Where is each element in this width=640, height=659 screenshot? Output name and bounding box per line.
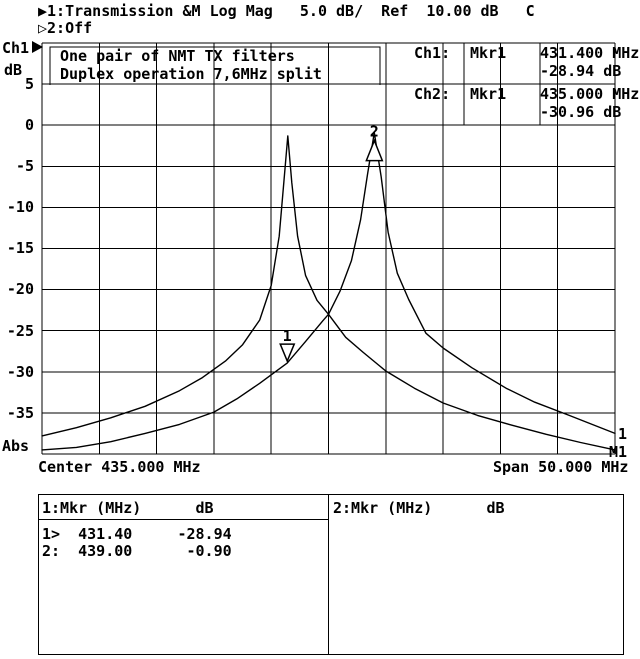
y-tick--5: -5: [15, 157, 34, 175]
readout-ch2-freq: 435.000 MHz: [540, 85, 640, 103]
annotation-line-2: Duplex operation 7,6MHz split: [60, 65, 322, 83]
annotation-box: [49, 46, 381, 85]
marker-table-dividers: [38, 494, 329, 655]
header-trace2-status: ▷2:Off: [38, 19, 93, 37]
header-trace1-status: ▶1:Transmission &M Log Mag 5.0 dB/ Ref 1…: [38, 2, 535, 20]
marker-1-symbol-icon: [279, 343, 296, 364]
marker-table-row-2: 2: 439.00 -0.90: [42, 542, 232, 560]
y-tick--15: -15: [6, 239, 34, 257]
readout-box-dividers: [463, 43, 541, 125]
overlay-boxes: [38, 43, 624, 655]
readout-ch1-channel: Ch1:: [414, 44, 451, 62]
readout-ch2-marker: Mkr1: [470, 85, 507, 103]
readout-ch1-freq: 431.400 MHz: [540, 44, 640, 62]
x-axis-center: Center 435.000 MHz: [38, 458, 201, 476]
y-tick--25: -25: [6, 322, 34, 340]
trace-markers: 12: [279, 123, 384, 364]
marker-2-symbol-icon: [365, 138, 384, 162]
x-axis-span: Span 50.000 MHz: [493, 458, 629, 476]
y-tick--10: -10: [6, 198, 34, 216]
y-axis-bottom-label: Abs: [2, 437, 30, 455]
annotation-line-1: One pair of NMT TX filters: [60, 47, 295, 65]
memory1-end-label: M1: [609, 443, 628, 461]
marker-table-row-1: 1> 431.40 -28.94: [42, 525, 232, 543]
y-tick--30: -30: [6, 363, 34, 381]
y-tick-0: 0: [24, 116, 34, 134]
marker-table-left-header: 1:Mkr (MHz) dB: [42, 499, 214, 517]
readout-ch1-marker: Mkr1: [470, 44, 507, 62]
y-axis-unit: dB: [4, 61, 23, 79]
trace-1: [41, 131, 616, 451]
marker-1-label: 1: [283, 327, 292, 345]
plot-grid: [41, 42, 616, 455]
y-tick--35: -35: [6, 404, 34, 422]
trace1-end-label: 1: [618, 425, 628, 443]
y-tick-5: 5: [24, 75, 34, 93]
marker-table-border: [38, 494, 624, 655]
readout-ch2-level: -30.96 dB: [540, 103, 622, 121]
marker-2-label: 2: [370, 123, 379, 141]
readout-ch2-channel: Ch2:: [414, 85, 451, 103]
trace-memory-m1: [41, 135, 616, 451]
traces: [41, 131, 616, 451]
readout-ch1-level: -28.94 dB: [540, 62, 622, 80]
marker-table-right-header: 2:Mkr (MHz) dB: [333, 499, 505, 517]
y-tick--20: -20: [6, 280, 34, 298]
active-channel-pointer-icon: [32, 41, 43, 53]
channel-label: Ch1: [2, 39, 30, 57]
